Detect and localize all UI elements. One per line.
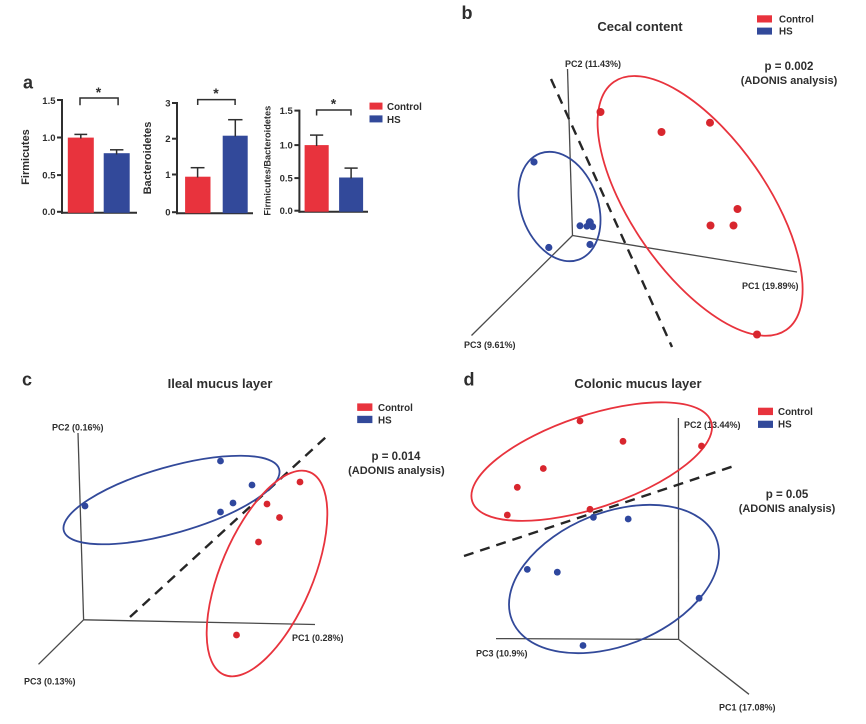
- svg-text:d: d: [464, 370, 475, 390]
- svg-text:Bacteroidetes: Bacteroidetes: [142, 122, 154, 195]
- svg-text:1.5: 1.5: [280, 106, 294, 117]
- svg-text:PC2 (0.16%): PC2 (0.16%): [52, 423, 104, 433]
- svg-text:p = 0.05: p = 0.05: [766, 489, 809, 501]
- svg-text:PC1 (19.89%): PC1 (19.89%): [742, 281, 799, 291]
- svg-text:b: b: [462, 3, 473, 23]
- svg-text:PC3 (0.13%): PC3 (0.13%): [24, 677, 76, 687]
- svg-text:a: a: [23, 73, 34, 93]
- svg-text:p = 0.002: p = 0.002: [765, 61, 814, 73]
- svg-text:Cecal content: Cecal content: [597, 19, 683, 34]
- svg-text:1.0: 1.0: [280, 140, 293, 151]
- svg-text:Ileal mucus layer: Ileal mucus layer: [168, 376, 273, 391]
- svg-text:0: 0: [165, 208, 170, 219]
- svg-text:Firmicutes: Firmicutes: [20, 129, 32, 185]
- svg-text:3: 3: [165, 98, 170, 109]
- svg-text:HS: HS: [378, 416, 392, 427]
- svg-text:(ADONIS analysis): (ADONIS analysis): [741, 75, 838, 87]
- svg-text:HS: HS: [779, 26, 793, 37]
- svg-text:PC3 (10.9%): PC3 (10.9%): [476, 649, 528, 659]
- svg-text:Control: Control: [378, 403, 413, 414]
- svg-text:0.5: 0.5: [42, 170, 56, 181]
- svg-text:0.0: 0.0: [280, 206, 293, 217]
- svg-text:Colonic mucus layer: Colonic mucus layer: [574, 376, 701, 391]
- svg-text:PC1 (0.28%): PC1 (0.28%): [292, 633, 344, 643]
- svg-text:p = 0.014: p = 0.014: [372, 451, 422, 463]
- svg-text:0.0: 0.0: [42, 207, 55, 218]
- svg-text:1.0: 1.0: [42, 133, 55, 144]
- svg-text:1.5: 1.5: [42, 96, 56, 107]
- svg-text:PC2 (11.43%): PC2 (11.43%): [565, 59, 621, 69]
- svg-text:*: *: [213, 85, 219, 101]
- svg-text:(ADONIS analysis): (ADONIS analysis): [739, 503, 836, 515]
- svg-text:2: 2: [165, 134, 170, 145]
- svg-text:Control: Control: [778, 407, 813, 418]
- svg-text:Control: Control: [779, 14, 814, 25]
- svg-text:Control: Control: [387, 102, 422, 113]
- svg-text:c: c: [22, 370, 32, 390]
- svg-text:*: *: [96, 84, 102, 100]
- svg-text:*: *: [331, 95, 337, 111]
- svg-text:Firmicutes/Bacteroidetes: Firmicutes/Bacteroidetes: [263, 106, 273, 216]
- svg-text:(ADONIS analysis): (ADONIS analysis): [348, 465, 445, 477]
- svg-text:PC3 (9.61%): PC3 (9.61%): [464, 340, 516, 350]
- svg-text:1: 1: [165, 170, 171, 181]
- svg-text:0.5: 0.5: [280, 173, 294, 184]
- svg-text:HS: HS: [387, 115, 401, 126]
- svg-text:HS: HS: [778, 420, 792, 431]
- svg-text:PC1 (17.08%): PC1 (17.08%): [719, 703, 776, 713]
